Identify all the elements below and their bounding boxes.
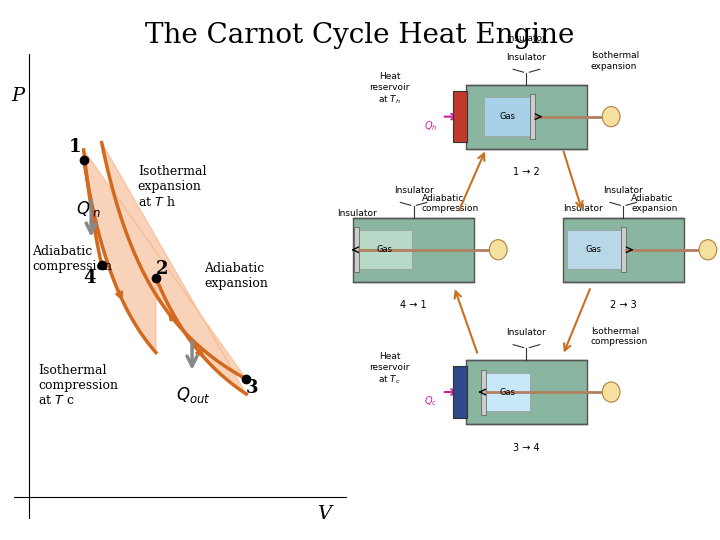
FancyBboxPatch shape <box>484 97 530 136</box>
FancyBboxPatch shape <box>453 91 467 143</box>
Polygon shape <box>84 143 246 394</box>
Circle shape <box>490 240 507 260</box>
Text: $Q_{in}$: $Q_{in}$ <box>76 199 101 219</box>
FancyBboxPatch shape <box>563 218 684 282</box>
Text: Insulator: Insulator <box>563 204 603 213</box>
Text: Insulator: Insulator <box>507 34 546 43</box>
FancyBboxPatch shape <box>453 366 467 418</box>
FancyBboxPatch shape <box>354 227 359 272</box>
Text: The Carnot Cycle Heat Engine: The Carnot Cycle Heat Engine <box>145 22 575 49</box>
FancyBboxPatch shape <box>621 227 626 272</box>
Text: Isothermal
compression: Isothermal compression <box>591 327 648 346</box>
Text: Insulator: Insulator <box>507 328 546 337</box>
Text: 4 → 1: 4 → 1 <box>400 300 427 310</box>
Text: 4: 4 <box>84 269 96 287</box>
Text: V: V <box>318 505 332 523</box>
Text: $Q_c$: $Q_c$ <box>425 394 438 408</box>
Text: Adiabatic
compression: Adiabatic compression <box>422 194 479 213</box>
Text: 3: 3 <box>246 379 258 396</box>
Text: 3 → 4: 3 → 4 <box>513 443 540 453</box>
Text: Gas: Gas <box>499 112 515 121</box>
Text: 1 → 2: 1 → 2 <box>513 167 540 177</box>
Text: Gas: Gas <box>586 245 602 254</box>
Text: Insulator: Insulator <box>603 186 643 194</box>
Text: Gas: Gas <box>377 245 392 254</box>
Text: Heat
reservoir
at $T_h$: Heat reservoir at $T_h$ <box>369 72 410 106</box>
Text: Insulator: Insulator <box>337 208 377 218</box>
Text: Adiabatic
expansion: Adiabatic expansion <box>204 262 268 289</box>
FancyBboxPatch shape <box>481 369 486 415</box>
Text: Isothermal
expansion: Isothermal expansion <box>591 51 639 71</box>
Text: Isothermal
expansion
at $T$ h: Isothermal expansion at $T$ h <box>138 165 207 209</box>
Text: 2 → 3: 2 → 3 <box>610 300 636 310</box>
FancyBboxPatch shape <box>567 231 621 269</box>
Text: P: P <box>11 87 24 105</box>
Text: Isothermal
compression
at $T$ c: Isothermal compression at $T$ c <box>38 364 119 407</box>
FancyBboxPatch shape <box>353 218 474 282</box>
FancyBboxPatch shape <box>484 373 530 411</box>
Text: Insulator: Insulator <box>507 52 546 62</box>
Text: 2: 2 <box>156 260 168 278</box>
Circle shape <box>699 240 717 260</box>
Text: 1: 1 <box>68 138 81 156</box>
Text: Gas: Gas <box>499 388 515 396</box>
FancyBboxPatch shape <box>466 360 587 424</box>
Text: Adiabatic
expansion: Adiabatic expansion <box>631 194 678 213</box>
Text: $Q_h$: $Q_h$ <box>424 119 438 133</box>
FancyBboxPatch shape <box>357 231 412 269</box>
FancyBboxPatch shape <box>530 94 535 139</box>
Text: Heat
reservoir
at $T_c$: Heat reservoir at $T_c$ <box>369 352 410 386</box>
Circle shape <box>602 382 620 402</box>
Text: Insulator: Insulator <box>394 186 433 194</box>
Text: $Q_{out}$: $Q_{out}$ <box>176 386 211 406</box>
Circle shape <box>602 106 620 127</box>
Text: Adiabatic
compression: Adiabatic compression <box>32 245 112 273</box>
FancyBboxPatch shape <box>466 85 587 149</box>
